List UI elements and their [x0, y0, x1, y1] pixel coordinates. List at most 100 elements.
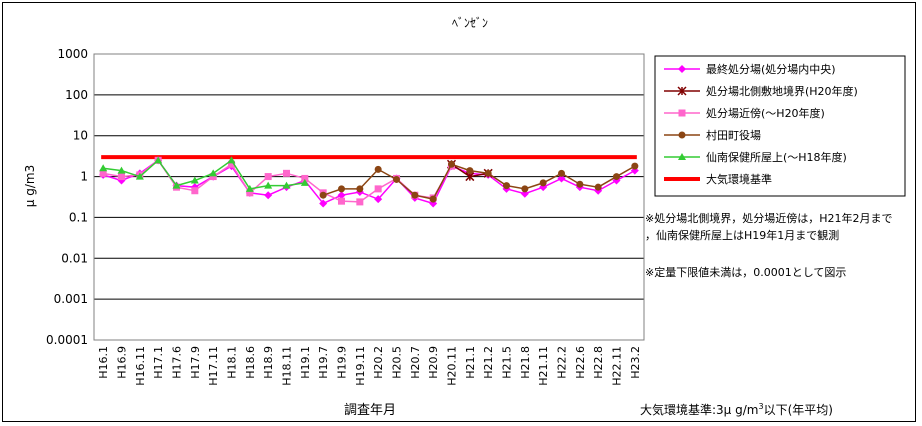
legend-item: 仙南保健所屋上(～H18年度): [664, 150, 847, 164]
annotation: ※処分場北側境界，処分場近傍は，H21年2月まで，仙南保健所屋上はH19年1月ま…: [645, 211, 892, 242]
y-tick-label: 10: [73, 129, 88, 143]
data-point: [117, 166, 126, 174]
data-point: [678, 153, 686, 160]
y-tick-label: 0.01: [61, 251, 88, 265]
data-point: [631, 162, 639, 170]
y-tick-labels: 1000 100 10 1 0.1 0.01 0.001 0.0001: [46, 47, 88, 347]
data-point: [245, 184, 254, 192]
x-tick-label: H17.1: [152, 346, 165, 379]
x-tick-label: H20.9: [427, 346, 440, 379]
x-tick-label: H16.1: [97, 346, 110, 379]
x-tick-label: H21.11: [537, 346, 550, 386]
legend-item: 処分場近傍(～H20年度): [664, 106, 825, 120]
series: [319, 160, 639, 203]
x-tick-label: H19.7: [317, 346, 330, 379]
data-point: [172, 181, 181, 189]
x-tick-label: H18.11: [281, 346, 294, 386]
gridlines: [94, 53, 644, 341]
data-point: [374, 185, 382, 193]
data-point: [99, 164, 108, 172]
series-group: [99, 156, 639, 208]
y-tick-label: 0.1: [69, 210, 88, 224]
data-point: [557, 174, 566, 183]
annotations: ※処分場北側境界，処分場近傍は，H21年2月まで，仙南保健所屋上はH19年1月ま…: [645, 211, 892, 279]
data-point: [282, 181, 291, 189]
data-point: [191, 187, 199, 195]
data-point: [678, 131, 686, 139]
legend-item: 村田町役場: [664, 128, 761, 142]
x-tick-label: H16.11: [134, 346, 147, 386]
legend-item: 最終処分場(処分場内中央): [664, 62, 836, 76]
x-tick-label: H22.2: [556, 346, 569, 379]
legend-label: 処分場北側敷地境界(H20年度): [706, 84, 858, 98]
data-point: [677, 86, 687, 96]
data-point: [154, 156, 163, 164]
x-tick-label: H22.8: [592, 346, 605, 379]
data-point: [594, 183, 602, 191]
data-point: [190, 176, 199, 184]
data-point: [558, 169, 565, 177]
data-point: [484, 169, 492, 177]
x-tick-label: H20.7: [409, 346, 422, 379]
x-tick-label: H17.9: [189, 346, 202, 379]
legend-label: 大気環境基準: [706, 172, 772, 186]
legend-item: 処分場北側敷地境界(H20年度): [664, 84, 858, 98]
x-tick-label: H19.1: [299, 346, 312, 379]
data-point: [393, 175, 400, 183]
x-axis-label: 調査年月: [344, 403, 396, 418]
plot-area: [93, 53, 645, 341]
data-point: [209, 173, 217, 181]
data-point: [319, 199, 328, 208]
data-point: [118, 173, 125, 181]
x-tick-label: H22.6: [574, 346, 587, 379]
data-point: [503, 182, 510, 190]
x-tick-label: H23.2: [629, 346, 642, 379]
x-tick-label: H17.6: [171, 346, 184, 379]
footnote: 大気環境基準:3μ g/m3以下(年平均): [640, 402, 833, 417]
legend-item: 大気環境基準: [664, 172, 772, 186]
x-tick-label: H21.5: [501, 346, 514, 379]
data-point: [300, 178, 309, 186]
x-tick-label: H19.11: [354, 346, 367, 386]
data-point: [539, 179, 547, 187]
series: [99, 156, 309, 192]
legend: [654, 55, 906, 197]
y-tick-label: 0.001: [54, 292, 88, 306]
x-tick-label: H19.9: [336, 346, 349, 379]
data-point: [466, 167, 474, 175]
legend-label: 村田町役場: [706, 128, 761, 142]
data-point: [521, 185, 529, 193]
x-tick-label: H17.11: [207, 346, 220, 386]
x-tick-label: H20.11: [446, 346, 459, 386]
data-point: [448, 160, 455, 168]
y-tick-label: 100: [65, 88, 88, 102]
x-tick-labels: H16.1 H16.9 H16.11 H17.1 H17.6 H17.9 H17.11 H18…: [97, 346, 642, 386]
data-point: [246, 189, 254, 197]
data-point: [356, 198, 364, 206]
data-point: [576, 180, 584, 188]
series-line: [102, 159, 636, 205]
legend-label: 最終処分場(処分場内中央): [706, 62, 836, 76]
data-point: [613, 173, 620, 181]
legend-label: 仙南保健所屋上(～H18年度): [706, 150, 847, 164]
x-tick-label: H18.1: [226, 346, 239, 379]
data-point: [356, 185, 364, 193]
data-point: [337, 191, 346, 200]
data-point: [99, 169, 107, 177]
series: [99, 156, 639, 208]
x-tick-label: H16.9: [116, 346, 129, 379]
data-point: [338, 197, 345, 205]
data-point: [374, 195, 383, 204]
x-tick-label: H21.1: [464, 346, 477, 379]
x-tick-label: H21.2: [482, 346, 495, 379]
data-point: [228, 160, 235, 168]
data-point: [283, 169, 290, 177]
x-tick-label: H20.5: [391, 346, 404, 379]
data-point: [301, 174, 309, 182]
legend-label: 処分場近傍(～H20年度): [706, 106, 825, 120]
data-point: [209, 169, 218, 177]
series-line: [103, 159, 305, 190]
chart-frame: [2, 2, 916, 422]
data-point: [264, 173, 272, 181]
